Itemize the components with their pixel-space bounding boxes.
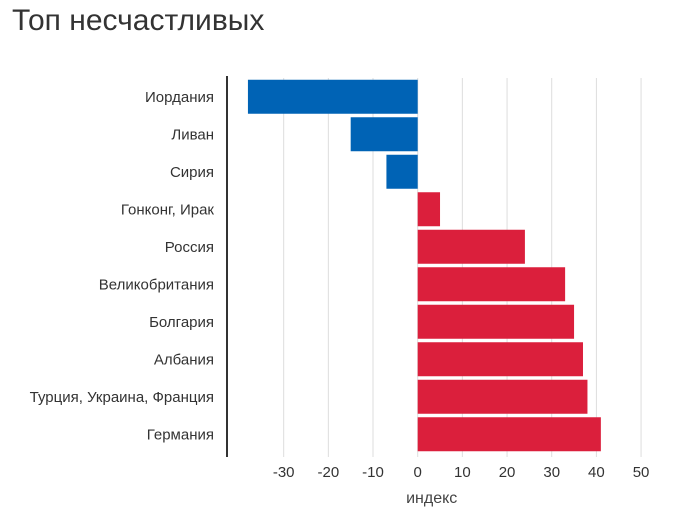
bar: [417, 379, 588, 414]
category-label: Болгария: [149, 314, 214, 331]
category-label: Сирия: [170, 164, 214, 181]
x-axis-title: индекс: [406, 490, 457, 507]
x-tick-label: -10: [362, 464, 384, 481]
bar: [417, 229, 525, 264]
chart-title: Топ несчастливых: [12, 4, 265, 37]
category-label: Турция, Украина, Франция: [30, 389, 214, 406]
x-tick-label: -20: [318, 464, 340, 481]
x-tick-label: 0: [414, 464, 422, 481]
bar: [247, 79, 418, 114]
bar: [417, 192, 441, 227]
category-label: Ливан: [171, 126, 214, 143]
bar: [386, 154, 418, 189]
bar: [417, 342, 583, 377]
x-tick-label: -30: [273, 464, 295, 481]
x-tick-label: 50: [633, 464, 650, 481]
x-tick-label: 30: [543, 464, 560, 481]
bars: [247, 79, 601, 452]
bar: [350, 117, 418, 152]
category-label: Иордания: [145, 89, 214, 106]
x-tick-label: 10: [454, 464, 471, 481]
x-tick-labels: -30 -20 -10 0 10 20 30 40 50: [273, 464, 650, 481]
bar: [417, 417, 601, 452]
category-label: Албания: [154, 351, 214, 368]
bar: [417, 267, 566, 302]
x-tick-label: 20: [499, 464, 516, 481]
category-label: Великобритания: [99, 276, 214, 293]
category-label: Гонконг, Ирак: [121, 201, 215, 218]
x-tick-label: 40: [588, 464, 605, 481]
category-labels: Иордания Ливан Сирия Гонконг, Ирак Россия Вел…: [30, 89, 215, 444]
bar: [417, 304, 575, 339]
category-label: Германия: [147, 426, 214, 443]
category-label: Россия: [165, 239, 214, 256]
